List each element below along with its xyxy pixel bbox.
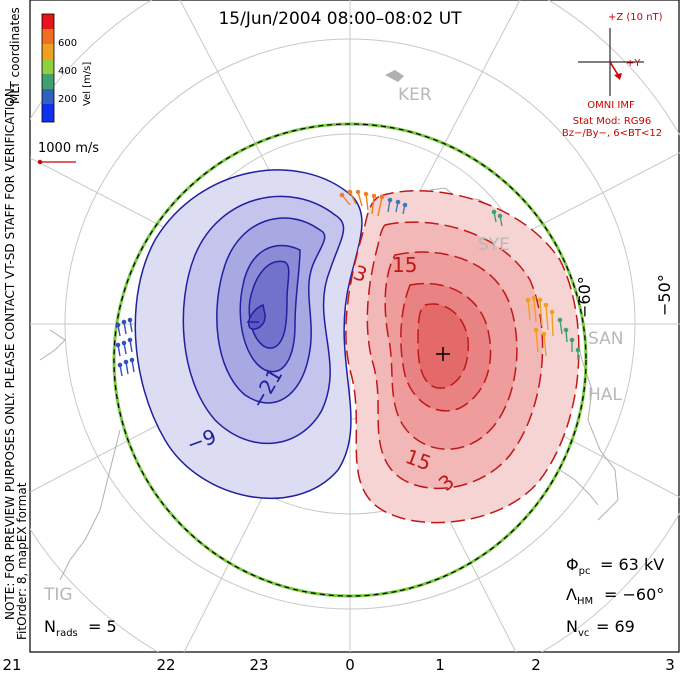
imf-y-label: +Y — [626, 58, 641, 69]
svg-text:Nvc: Nvc — [566, 617, 589, 639]
mlt-tick-0: 0 — [345, 656, 355, 674]
stat-nrads-value: = 5 — [88, 617, 117, 636]
svg-text:Nrads: Nrads — [44, 617, 78, 639]
station-label-hal: HAL — [588, 385, 622, 405]
contour-label-pos-15-top: 15 — [392, 253, 417, 277]
colorbar-tick-400: 400 — [58, 66, 77, 77]
mlt-tick-22: 22 — [156, 656, 175, 674]
kerguelen-island — [385, 70, 404, 82]
station-label-san: SAN — [588, 329, 623, 349]
preview-note: NOTE: FOR PREVIEW PURPOSES ONLY. PLEASE … — [3, 84, 17, 620]
stat-nvc-sub: vc — [578, 628, 589, 639]
colorbar-tick-600: 600 — [58, 38, 77, 49]
mlt-tick-1: 1 — [435, 656, 445, 674]
colorbar-segment-4 — [42, 74, 54, 89]
vector-cluster-noon — [339, 189, 385, 217]
stat-phi-pc-value: = 63 kV — [600, 555, 664, 574]
stat-phi-pc-sub: pc — [579, 566, 591, 577]
stat-lambda-value: = −60° — [604, 585, 664, 604]
stat-nvc-symbol: N — [566, 617, 578, 636]
fit-note: FitOrder: 8, mapEX format — [15, 482, 29, 640]
vector-scale-arrow — [37, 159, 76, 165]
mlt-tick-23: 23 — [249, 656, 268, 674]
colorbar-tick-200: 200 — [58, 94, 77, 105]
colorbar-segment-6 — [42, 104, 54, 122]
stat-nvc: Nvc = 69 — [566, 617, 635, 639]
stat-lambda-sub: HM — [577, 596, 593, 607]
colorbar-segment-2 — [42, 44, 54, 59]
colorbar-unit-label: Vel [m/s] — [82, 62, 93, 106]
stat-nvc-value: = 69 — [596, 617, 635, 636]
velocity-vectors — [115, 189, 581, 377]
station-label-tig: TIG — [43, 585, 73, 605]
stat-nrads-symbol: N — [44, 617, 56, 636]
mlt-tick-21: 21 — [2, 656, 21, 674]
mlt-tick-2: 2 — [531, 656, 541, 674]
stat-nrads: Nrads = 5 — [44, 617, 117, 639]
coord-label: MLT coordinates — [8, 7, 22, 104]
imf-clock — [578, 28, 644, 96]
imf-condition: Bz−/By−, 6<BT<12 — [562, 128, 662, 139]
stat-phi-pc-symbol: Φ — [566, 555, 579, 574]
potential-maximum-marker — [436, 347, 450, 361]
svg-text:Φpc: Φpc — [566, 555, 590, 577]
mlt-tick-3: 3 — [665, 656, 675, 674]
colorbar-segment-1 — [42, 29, 54, 44]
vector-cluster-dawn-slow — [491, 209, 581, 360]
vector-scale-label: 1000 m/s — [38, 141, 99, 156]
colorbar-segment-3 — [42, 59, 54, 74]
stat-nrads-sub: rads — [56, 628, 78, 639]
positive-potential-cell — [345, 190, 580, 524]
velocity-colorbar — [41, 13, 55, 123]
svg-text:ΛHM: ΛHM — [566, 585, 593, 607]
latitude-label-50: −50° — [655, 274, 674, 316]
vector-cluster-dawn — [525, 295, 555, 357]
imf-source: OMNI IMF — [587, 100, 635, 111]
colorbar-segment-0 — [42, 14, 54, 29]
stat-lambda-symbol: Λ — [566, 585, 577, 604]
mlt-axis: 21 22 23 0 1 2 3 — [2, 656, 674, 674]
latitude-label-60: −60° — [575, 276, 594, 318]
vector-cluster-noon-slow — [387, 197, 408, 215]
colorbar-segment-5 — [42, 89, 54, 104]
station-label-ker: KER — [398, 85, 432, 105]
vector-cluster-dusk — [115, 317, 135, 377]
stat-lambda-hm: ΛHM = −60° — [566, 585, 664, 607]
stat-phi-pc: Φpc = 63 kV — [566, 555, 664, 577]
imf-stat-model: Stat Mod: RG96 — [573, 116, 652, 127]
imf-vector-head — [614, 73, 622, 80]
hm-boundary-dash — [113, 123, 587, 597]
negative-potential-cell — [134, 169, 363, 500]
imf-z-label: +Z (10 nT) — [608, 12, 663, 23]
map-title: 15/Jun/2004 08:00–08:02 UT — [218, 9, 462, 29]
station-label-sye: SYE — [478, 235, 510, 255]
